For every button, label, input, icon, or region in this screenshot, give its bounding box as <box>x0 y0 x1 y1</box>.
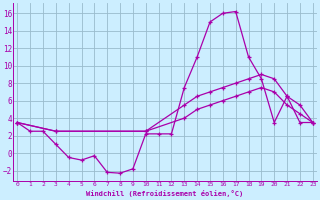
X-axis label: Windchill (Refroidissement éolien,°C): Windchill (Refroidissement éolien,°C) <box>86 190 244 197</box>
